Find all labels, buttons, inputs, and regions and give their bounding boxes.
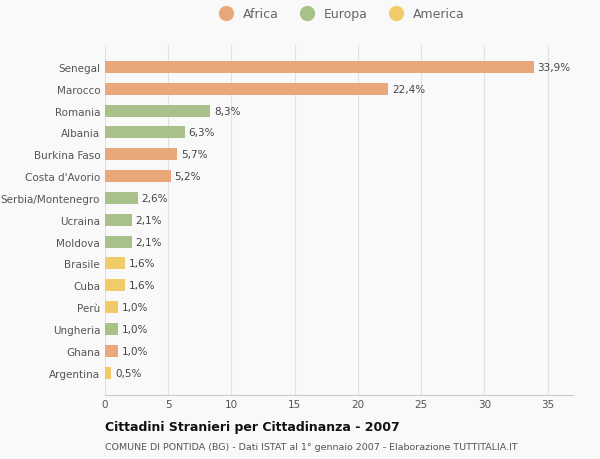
- Text: 2,6%: 2,6%: [142, 194, 168, 203]
- Bar: [105, 171, 171, 183]
- Text: 1,0%: 1,0%: [121, 325, 148, 334]
- Text: 0,5%: 0,5%: [115, 368, 142, 378]
- Text: 22,4%: 22,4%: [392, 84, 425, 95]
- Bar: [105, 302, 118, 313]
- Bar: [105, 84, 388, 95]
- Bar: [105, 345, 118, 357]
- Bar: [105, 214, 131, 226]
- Bar: [105, 236, 131, 248]
- Text: 2,1%: 2,1%: [136, 215, 162, 225]
- Text: 1,6%: 1,6%: [129, 281, 155, 291]
- Text: 33,9%: 33,9%: [538, 63, 571, 73]
- Bar: [105, 106, 210, 118]
- Bar: [105, 192, 138, 205]
- Legend: Africa, Europa, America: Africa, Europa, America: [208, 3, 470, 26]
- Bar: [105, 258, 125, 270]
- Bar: [105, 149, 177, 161]
- Bar: [105, 367, 112, 379]
- Bar: [105, 280, 125, 292]
- Bar: [105, 323, 118, 335]
- Bar: [105, 62, 534, 74]
- Text: 1,6%: 1,6%: [129, 259, 155, 269]
- Text: 2,1%: 2,1%: [136, 237, 162, 247]
- Text: 5,7%: 5,7%: [181, 150, 208, 160]
- Text: 6,3%: 6,3%: [188, 128, 215, 138]
- Text: 8,3%: 8,3%: [214, 106, 240, 116]
- Text: 5,2%: 5,2%: [175, 172, 201, 182]
- Text: Cittadini Stranieri per Cittadinanza - 2007: Cittadini Stranieri per Cittadinanza - 2…: [105, 420, 400, 433]
- Text: 1,0%: 1,0%: [121, 302, 148, 313]
- Text: 1,0%: 1,0%: [121, 346, 148, 356]
- Bar: [105, 127, 185, 139]
- Text: COMUNE DI PONTIDA (BG) - Dati ISTAT al 1° gennaio 2007 - Elaborazione TUTTITALIA: COMUNE DI PONTIDA (BG) - Dati ISTAT al 1…: [105, 442, 518, 451]
